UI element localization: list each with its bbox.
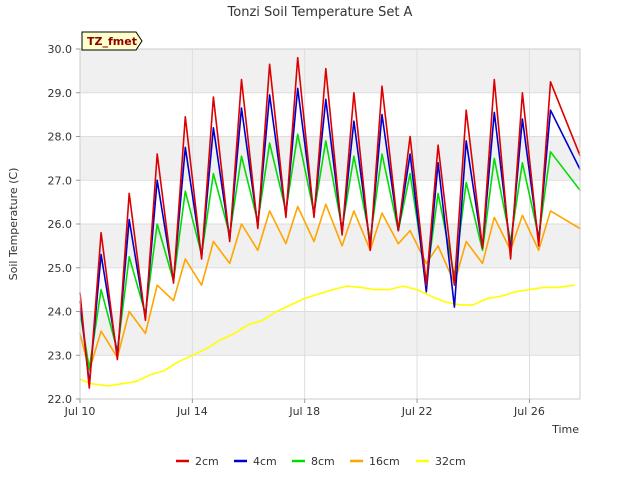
legend-label-8cm: 8cm	[311, 455, 335, 468]
y-axis-ticks: 22.0 23.0 24.0 25.0 26.0 27.0 28.0 29.0 30.0	[48, 43, 80, 406]
x-tick-label: Jul 26	[513, 405, 545, 418]
x-tick-label: Jul 22	[401, 405, 433, 418]
y-tick-label: 25.0	[48, 262, 73, 275]
legend-label-32cm: 32cm	[435, 455, 466, 468]
x-axis-label: Time	[551, 423, 579, 436]
x-tick-label: Jul 14	[176, 405, 208, 418]
y-tick-label: 29.0	[48, 87, 73, 100]
badge-box	[81, 31, 143, 51]
y-tick-label: 23.0	[48, 349, 73, 362]
legend-label-4cm: 4cm	[253, 455, 277, 468]
plot-band	[80, 267, 580, 312]
y-tick-label: 27.0	[48, 174, 73, 187]
y-tick-label: 24.0	[48, 306, 73, 319]
series-line-32cm	[79, 284, 576, 387]
x-tick-label: Jul 18	[288, 405, 320, 418]
y-tick-label: 22.0	[48, 393, 73, 406]
plot-band	[80, 311, 580, 356]
plot-band	[80, 355, 580, 399]
series-line-2cm	[79, 56, 581, 389]
plot-band	[80, 136, 580, 181]
legend-label-16cm: 16cm	[369, 455, 400, 468]
x-axis-ticks: Jul 10 Jul 14 Jul 18 Jul 22 Jul 26	[64, 399, 545, 418]
badge-label: TZ_fmet	[87, 35, 137, 48]
y-tick-label: 28.0	[48, 131, 73, 144]
y-tick-label: 30.0	[48, 43, 73, 56]
series-line-8cm	[79, 133, 581, 370]
chart-title: Tonzi Soil Temperature Set A	[227, 5, 413, 20]
x-tick-label: Jul 10	[64, 405, 96, 418]
series-line-16cm	[79, 203, 581, 372]
y-tick-label: 26.0	[48, 218, 73, 231]
legend: 2cm 4cm 8cm 16cm 32cm	[176, 455, 466, 468]
series-lines	[79, 56, 581, 389]
legend-label-2cm: 2cm	[195, 455, 219, 468]
station-badge: TZ_fmet	[81, 31, 143, 51]
y-axis-label: Soil Temperature (C)	[7, 168, 20, 281]
plot-band	[80, 49, 580, 93]
